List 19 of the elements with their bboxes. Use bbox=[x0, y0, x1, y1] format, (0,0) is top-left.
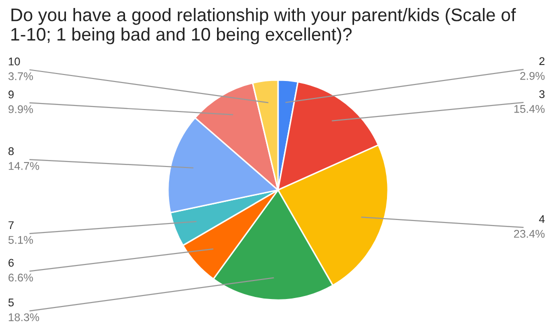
data-label: 23.4% bbox=[514, 230, 545, 238]
slice-label: 2 bbox=[539, 57, 544, 65]
data-label: 18.3% bbox=[8, 313, 40, 322]
slice-label: 4 bbox=[539, 215, 545, 223]
slice-label: 9 bbox=[8, 90, 14, 98]
slice-label: 6 bbox=[8, 258, 14, 267]
data-label: 2.9% bbox=[520, 72, 545, 80]
data-label: 6.6% bbox=[8, 274, 33, 282]
data-label: 9.9% bbox=[8, 105, 33, 114]
data-label: 5.1% bbox=[8, 236, 33, 244]
data-label: 15.4% bbox=[514, 105, 545, 113]
slice-label: 5 bbox=[8, 298, 14, 306]
data-label: 14.7% bbox=[8, 162, 40, 170]
slice-label: 8 bbox=[8, 147, 14, 156]
slice-label: 7 bbox=[8, 221, 14, 229]
slice-label: 3 bbox=[539, 90, 545, 98]
slice-label: 10 bbox=[8, 58, 20, 66]
chart-title: Do you have a good relationship with your parent/kids (Scale of 1-10; 1 being bad and 10 being excellent)? bbox=[11, 8, 516, 44]
data-label: 3.7% bbox=[8, 72, 33, 80]
